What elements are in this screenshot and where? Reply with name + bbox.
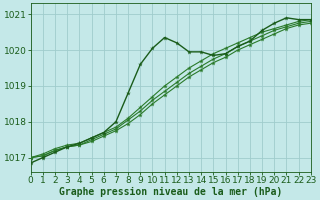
X-axis label: Graphe pression niveau de la mer (hPa): Graphe pression niveau de la mer (hPa) [59, 186, 282, 197]
